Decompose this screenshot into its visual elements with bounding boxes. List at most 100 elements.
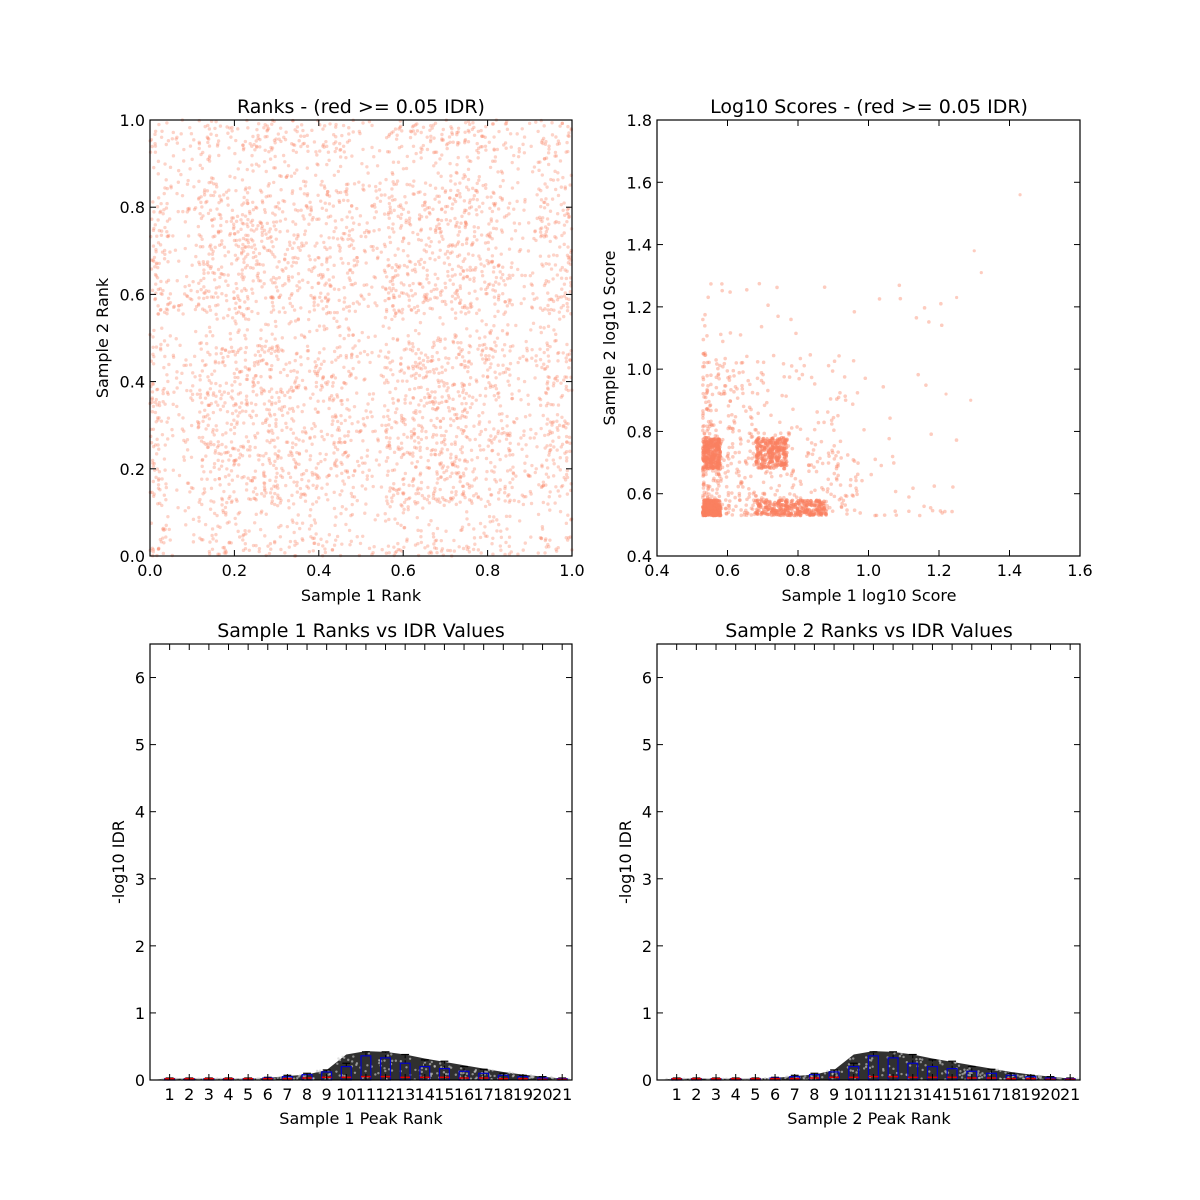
scatter-point xyxy=(335,310,339,315)
scatter-point xyxy=(494,387,499,391)
scatter-point xyxy=(531,291,535,296)
scatter-point xyxy=(391,282,395,287)
scatter-point xyxy=(429,519,433,523)
scatter-point xyxy=(392,308,396,312)
scatter-point xyxy=(456,233,460,237)
scatter-point xyxy=(246,252,250,257)
scatter-point xyxy=(296,256,300,261)
scatter-point xyxy=(553,221,557,225)
scatter-point xyxy=(463,174,467,179)
scatter-point xyxy=(448,278,452,282)
scatter-point xyxy=(211,270,215,275)
scatter-point xyxy=(528,489,533,494)
scatter-point xyxy=(291,502,296,506)
scatter-point xyxy=(366,304,370,309)
scatter-point xyxy=(334,122,338,127)
scatter-point xyxy=(536,512,541,517)
scatter-point xyxy=(508,373,512,377)
scatter-point xyxy=(479,497,483,501)
scatter-point xyxy=(422,496,427,501)
scatter-point xyxy=(492,427,496,431)
scatter-point xyxy=(554,219,558,224)
scatter-point xyxy=(538,230,543,234)
scatter-point xyxy=(459,221,463,225)
scatter-point xyxy=(403,471,408,476)
scatter-point xyxy=(251,266,255,270)
scatter-point xyxy=(155,276,160,280)
scatter-point xyxy=(395,133,399,137)
scatter-point xyxy=(160,326,164,330)
scatter-point xyxy=(229,395,233,399)
scatter-point xyxy=(457,394,462,398)
scatter-point xyxy=(168,334,173,338)
scatter-point xyxy=(208,387,213,391)
scatter-point xyxy=(459,362,463,367)
scatter-point xyxy=(224,431,228,435)
scatter-point xyxy=(453,182,457,186)
scatter-point xyxy=(435,338,440,343)
scatter-point xyxy=(156,312,160,316)
scatter-point xyxy=(446,256,450,260)
scatter-point xyxy=(303,229,308,233)
scatter-point xyxy=(165,373,169,377)
scatter-point xyxy=(267,456,271,461)
scatter-point xyxy=(246,476,250,480)
scatter-point xyxy=(308,457,312,462)
scatter-point xyxy=(292,202,296,206)
scatter-point xyxy=(387,286,392,290)
scatter-point xyxy=(458,500,462,504)
scatter-point xyxy=(396,445,401,449)
scatter-point xyxy=(301,128,305,133)
scatter-point xyxy=(290,246,295,251)
scatter-point xyxy=(710,444,715,449)
scatter-point xyxy=(178,381,183,385)
scatter-point xyxy=(289,427,293,432)
scatter-point xyxy=(544,278,549,283)
scatter-point xyxy=(346,198,350,203)
scatter-point xyxy=(156,304,160,308)
scatter-point xyxy=(205,135,210,139)
scatter-point xyxy=(412,431,416,435)
scatter-point xyxy=(151,479,155,484)
scatter-point xyxy=(335,534,340,539)
scatter-point xyxy=(433,272,437,276)
scatter-point xyxy=(507,535,512,539)
scatter-point xyxy=(334,146,339,151)
scatter-point xyxy=(556,178,560,182)
scatter-point xyxy=(442,261,447,265)
scatter-point xyxy=(209,401,214,406)
scatter-point xyxy=(268,194,273,198)
scatter-point xyxy=(460,431,465,436)
scatter-point xyxy=(234,138,238,143)
scatter-point xyxy=(398,226,403,230)
scatter-point xyxy=(152,210,156,214)
scatter-point xyxy=(309,205,313,209)
scatter-point xyxy=(207,549,212,554)
scatter-point xyxy=(472,467,477,471)
scatter-point xyxy=(470,186,475,191)
scatter-point xyxy=(248,413,252,418)
scatter-point xyxy=(281,283,285,288)
scatter-point xyxy=(276,201,281,205)
scatter-point xyxy=(559,276,564,280)
scatter-point xyxy=(303,493,308,497)
scatter-point xyxy=(310,285,314,290)
scatter-point xyxy=(566,513,570,517)
scatter-point xyxy=(252,383,257,387)
scatter-point xyxy=(496,309,500,314)
scatter-point xyxy=(476,495,480,500)
scatter-point xyxy=(399,281,404,285)
scatter-point xyxy=(444,204,448,209)
scatter-point xyxy=(214,312,218,317)
scatter-point xyxy=(341,453,345,457)
scatter-point xyxy=(275,265,279,269)
scatter-point xyxy=(565,308,570,313)
scatter-point xyxy=(402,236,406,240)
scatter-point xyxy=(507,367,511,372)
scatter-point xyxy=(174,376,179,380)
scatter-point xyxy=(556,428,560,432)
scatter-point xyxy=(294,442,298,447)
scatter-point xyxy=(484,357,488,361)
scatter-point xyxy=(445,476,449,481)
scatter-point xyxy=(159,229,164,233)
